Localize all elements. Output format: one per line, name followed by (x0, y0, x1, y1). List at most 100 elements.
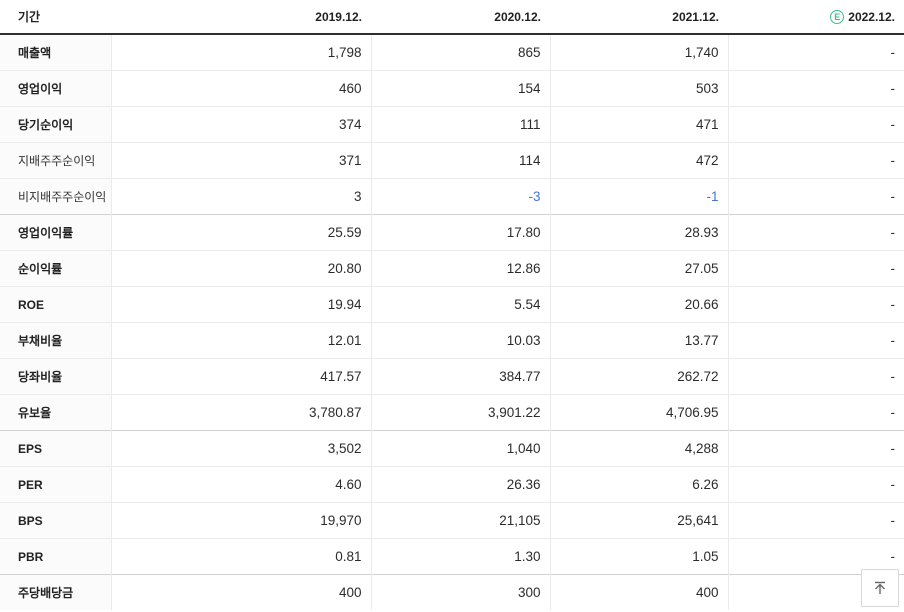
cell-value: 114 (370, 142, 550, 179)
table-row: 유보율 3,780.87 3,901.22 4,706.95- (0, 394, 904, 431)
cell-value: 1.30 (370, 538, 550, 575)
cell-value: - (727, 466, 904, 503)
cell-value: 3,780.87 (110, 394, 371, 431)
cell-value: - (727, 178, 904, 215)
cell-value: 4,706.95 (549, 394, 728, 431)
cell-value: 12.01 (110, 322, 371, 359)
table-row: PER 4.60 26.36 6.26- (0, 466, 904, 503)
table-row: 영업이익률 25.59 17.80 28.93- (0, 214, 904, 251)
cell-value: 1,798 (110, 33, 371, 71)
cell-value: -1 (549, 178, 728, 215)
cell-value: 4.60 (110, 466, 371, 503)
row-label: 지배주주순이익 (0, 142, 111, 179)
cell-value: - (727, 142, 904, 179)
scroll-to-top-button[interactable] (861, 569, 899, 607)
cell-value: 26.36 (370, 466, 550, 503)
row-label: 비지배주주순이익 (0, 178, 111, 215)
cell-value: 12.86 (370, 250, 550, 287)
cell-value: 1,740 (549, 33, 728, 71)
row-label: ROE (0, 286, 111, 323)
cell-value: - (727, 214, 904, 251)
cell-value: 262.72 (549, 358, 728, 395)
cell-value: 503 (549, 70, 728, 107)
cell-value: 17.80 (370, 214, 550, 251)
cell-value: 20.80 (110, 250, 371, 287)
table-row: 매출액 1,798 865 1,740- (0, 33, 904, 71)
table-row: 비지배주주순이익 3 -3 -1- (0, 178, 904, 215)
table-row: 부채비율 12.01 10.03 13.77- (0, 322, 904, 359)
cell-value: 3,901.22 (370, 394, 550, 431)
row-label: 당좌비율 (0, 358, 111, 395)
table-row: 지배주주순이익 371 114 472- (0, 142, 904, 179)
cell-value: 0.81 (110, 538, 371, 575)
row-label: 매출액 (0, 33, 111, 71)
cell-value: 10.03 (370, 322, 550, 359)
cell-value: 111 (370, 106, 550, 143)
cell-value: - (727, 33, 904, 71)
row-label: 순이익률 (0, 250, 111, 287)
row-label: 당기순이익 (0, 106, 111, 143)
cell-value: 25.59 (110, 214, 371, 251)
cell-value: 1,040 (370, 430, 550, 467)
column-header-2022-12-label: 2022.12. (848, 9, 895, 24)
cell-value: 400 (110, 574, 371, 610)
cell-value: 5.54 (370, 286, 550, 323)
cell-value: 1.05 (549, 538, 728, 575)
cell-value: - (727, 250, 904, 287)
column-header-2022-12: E 2022.12. (728, 0, 904, 35)
cell-value: - (727, 286, 904, 323)
row-label: 영업이익 (0, 70, 111, 107)
table-row: ROE 19.94 5.54 20.66- (0, 286, 904, 323)
cell-value: 20.66 (549, 286, 728, 323)
table-header-row: 기간 2019.12. 2020.12. 2021.12. E 2022.12. (0, 0, 904, 35)
estimate-icon: E (830, 9, 845, 24)
cell-value: -3 (370, 178, 550, 215)
column-header-2021-12: 2021.12. (550, 0, 728, 35)
column-header-2019-12: 2019.12. (111, 0, 371, 35)
cell-value: 6.26 (549, 466, 728, 503)
cell-value: - (727, 502, 904, 539)
cell-value: 4,288 (549, 430, 728, 467)
period-header: 기간 (0, 0, 111, 35)
cell-value: - (727, 322, 904, 359)
table-row: BPS 19,970 21,105 25,641- (0, 502, 904, 539)
cell-value: - (727, 538, 904, 575)
table-row: 당좌비율 417.57 384.77 262.72- (0, 358, 904, 395)
cell-value: 472 (549, 142, 728, 179)
table-row: 영업이익 460 154 503- (0, 70, 904, 107)
cell-value: 417.57 (110, 358, 371, 395)
arrow-up-to-top-icon (871, 579, 889, 597)
cell-value: 374 (110, 106, 371, 143)
row-label: BPS (0, 502, 111, 539)
column-header-2020-12: 2020.12. (371, 0, 550, 35)
row-label: 영업이익률 (0, 214, 111, 251)
cell-value: 27.05 (549, 250, 728, 287)
cell-value: 471 (549, 106, 728, 143)
cell-value: - (727, 106, 904, 143)
table-row: 당기순이익 374 111 471- (0, 106, 904, 143)
cell-value: 384.77 (370, 358, 550, 395)
cell-value: 300 (370, 574, 550, 610)
row-label: 부채비율 (0, 322, 111, 359)
row-label: PER (0, 466, 111, 503)
cell-value: 3 (110, 178, 371, 215)
cell-value: 21,105 (370, 502, 550, 539)
cell-value: 371 (110, 142, 371, 179)
row-label: 유보율 (0, 394, 111, 431)
cell-value: - (727, 358, 904, 395)
cell-value: 19.94 (110, 286, 371, 323)
row-label: 주당배당금 (0, 574, 111, 610)
table-row: 순이익률 20.80 12.86 27.05- (0, 250, 904, 287)
cell-value: 400 (549, 574, 728, 610)
cell-value: 460 (110, 70, 371, 107)
cell-value: 154 (370, 70, 550, 107)
cell-value: - (727, 70, 904, 107)
cell-value: 28.93 (549, 214, 728, 251)
cell-value: 19,970 (110, 502, 371, 539)
cell-value: 25,641 (549, 502, 728, 539)
cell-value: - (727, 430, 904, 467)
table-row: PBR 0.81 1.30 1.05- (0, 538, 904, 575)
